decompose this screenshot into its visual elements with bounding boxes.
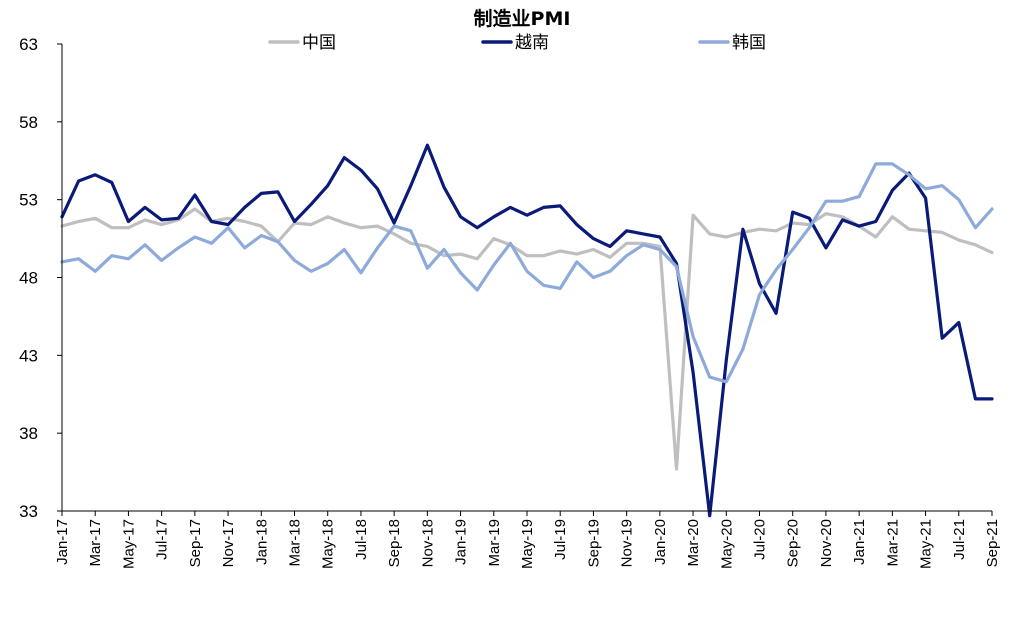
x-tick-label: Nov-18 [419, 519, 436, 567]
x-tick-label: Jul-21 [951, 519, 968, 560]
x-tick-label: Nov-20 [818, 519, 835, 567]
x-tick-label: Jan-20 [652, 519, 669, 565]
y-tick-label: 53 [19, 191, 38, 210]
y-tick-label: 43 [19, 346, 38, 365]
legend: 中国 越南 韩国 [268, 33, 766, 53]
x-tick-label: Jul-17 [154, 519, 171, 560]
x-tick-label: Nov-19 [619, 519, 636, 567]
series-layer [60, 143, 994, 518]
x-tick-label: Jan-21 [851, 519, 868, 565]
x-tick-label: Sep-21 [984, 519, 1001, 567]
x-tick-label: May-18 [320, 519, 337, 569]
chart-title: 制造业PMI [474, 7, 571, 30]
x-tick-label: Mar-19 [486, 519, 503, 567]
x-tick-label: Sep-20 [785, 519, 802, 567]
x-tick-label: May-21 [918, 519, 935, 569]
series-line-3 [60, 162, 994, 384]
x-tick-label: Jan-18 [253, 519, 270, 565]
series-line-2 [60, 143, 994, 518]
x-tick-label: May-20 [718, 519, 735, 569]
legend-label: 韩国 [732, 33, 766, 53]
y-tick-label: 63 [19, 35, 38, 54]
y-tick-label: 48 [19, 269, 38, 288]
x-tick-label: Sep-18 [386, 519, 403, 567]
y-tick-label: 38 [19, 424, 38, 443]
x-tick-label: Sep-17 [187, 519, 204, 567]
x-tick-label: Jan-19 [453, 519, 470, 565]
y-tick-label: 33 [19, 502, 38, 521]
x-tick-label: Sep-19 [585, 519, 602, 567]
x-tick-label: May-19 [519, 519, 536, 569]
series-line-1 [60, 207, 994, 471]
legend-label: 中国 [302, 33, 336, 53]
x-tick-label: May-17 [120, 519, 137, 569]
legend-label: 越南 [515, 33, 549, 53]
x-tick-label: Jul-20 [752, 519, 769, 560]
y-tick-label: 58 [19, 113, 38, 132]
x-tick-label: Jul-19 [552, 519, 569, 560]
x-tick-label: Mar-18 [287, 519, 304, 567]
x-ticks: Jan-17 Mar-17 May-17 Jul-17 Sep-17 Nov-17 Jan-… [54, 511, 1001, 569]
x-tick-label: Mar-17 [87, 519, 104, 567]
x-tick-label: Nov-17 [220, 519, 237, 567]
y-ticks: 33 38 43 48 53 58 63 [19, 35, 62, 521]
x-tick-label: Jul-18 [353, 519, 370, 560]
x-tick-label: Mar-20 [685, 519, 702, 567]
x-tick-label: Jan-17 [54, 519, 71, 565]
x-tick-label: Mar-21 [884, 519, 901, 567]
